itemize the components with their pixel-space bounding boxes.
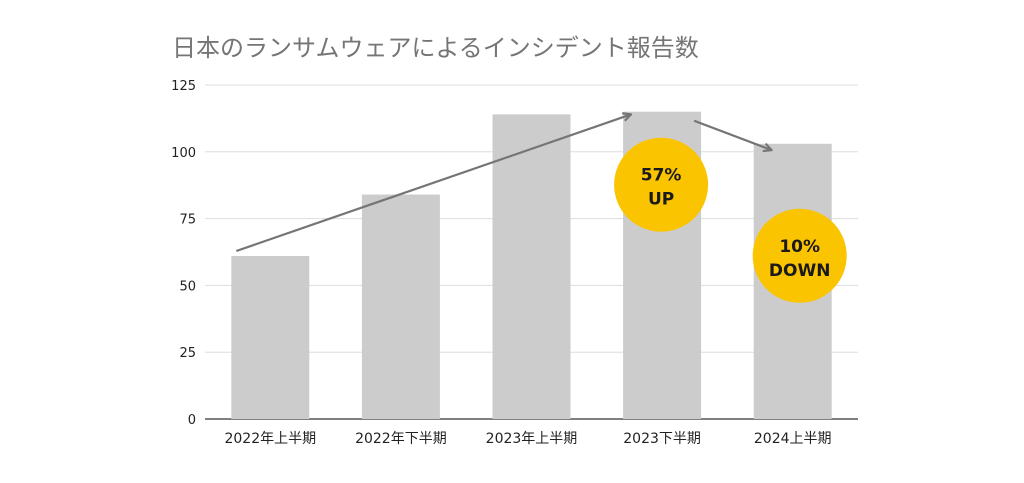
badge-direction: UP [648, 190, 674, 210]
y-tick-label: 50 [179, 279, 196, 294]
annotation-badges: 57% UP 10% DOWN [614, 137, 847, 303]
bars [231, 111, 832, 419]
down-trend-arrow [693, 119, 771, 150]
trend-arrows [235, 115, 771, 253]
x-tick-label: 2024上半期 [754, 431, 832, 447]
bar [361, 194, 440, 419]
x-tick-label: 2023下半期 [623, 431, 701, 447]
y-tick-label: 125 [171, 79, 196, 94]
chart-title: 日本のランサムウェアによるインシデント報告数 [172, 34, 699, 62]
y-tick-label: 0 [188, 413, 196, 428]
bar [231, 256, 310, 419]
up-trend-arrow [235, 115, 630, 253]
y-tick-label: 25 [179, 346, 196, 361]
badge-percent: 10% [779, 237, 820, 257]
bar [492, 114, 571, 419]
y-tick-label: 75 [179, 213, 196, 228]
badge-direction: DOWN [769, 261, 831, 281]
y-axis-ticks: 0 25 50 75 100 125 [171, 79, 196, 428]
x-tick-label: 2023年上半期 [486, 431, 578, 447]
annotation-badge [752, 208, 847, 303]
annotation-badge [614, 137, 709, 232]
x-tick-label: 2022年上半期 [224, 431, 316, 447]
x-axis-ticks: 2022年上半期 2022年下半期 2023年上半期 2023下半期 2024上半期 [224, 431, 831, 447]
y-tick-label: 100 [171, 146, 196, 161]
x-tick-label: 2022年下半期 [355, 431, 447, 447]
badge-percent: 57% [641, 166, 682, 186]
